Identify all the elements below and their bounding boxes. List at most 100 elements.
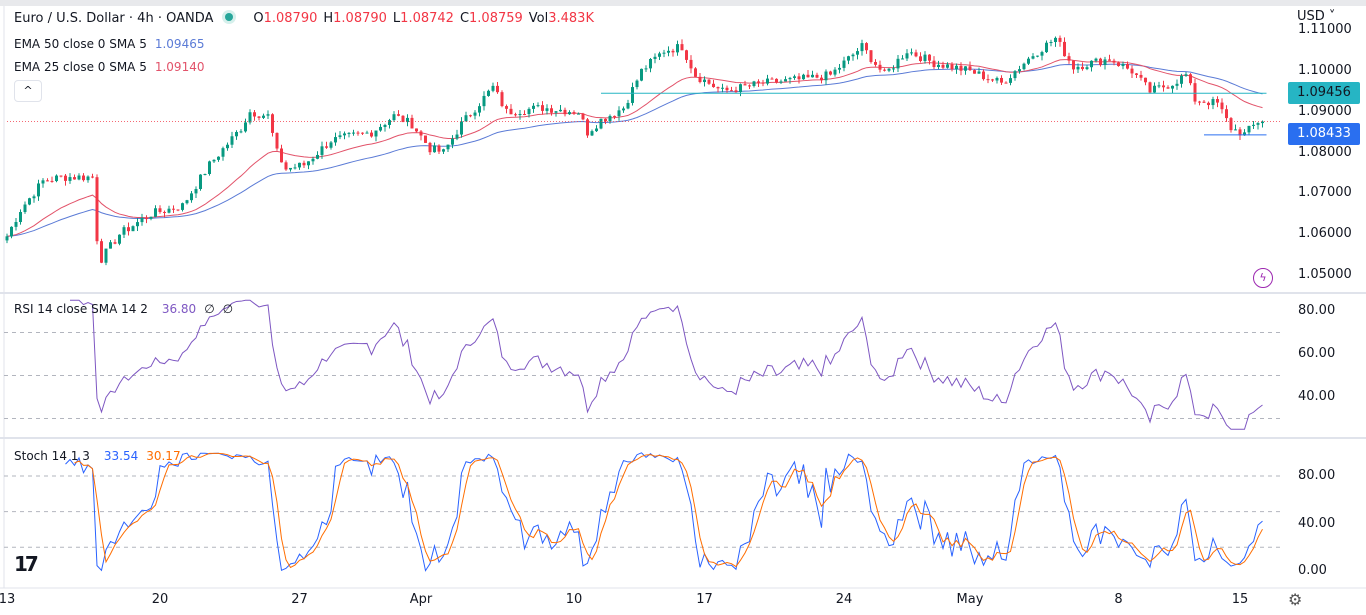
candle-body bbox=[905, 53, 909, 59]
candle-body bbox=[158, 208, 162, 212]
candle-body bbox=[815, 74, 819, 78]
lightning-icon[interactable]: ϟ bbox=[1253, 268, 1273, 288]
candle-body bbox=[280, 148, 283, 163]
candle-body bbox=[473, 112, 477, 116]
price-tick: 1.06000 bbox=[1298, 226, 1352, 242]
candle-body bbox=[1018, 69, 1021, 72]
candle-body bbox=[604, 118, 607, 122]
candle-body bbox=[235, 131, 238, 137]
candle-body bbox=[1252, 124, 1255, 126]
candle-body bbox=[1238, 129, 1242, 136]
currency-selector[interactable]: USD ˅ bbox=[1297, 9, 1336, 24]
market-open-icon bbox=[225, 13, 234, 21]
candle-body bbox=[995, 77, 999, 81]
ema50-legend[interactable]: EMA 50 close 0 SMA 5 1.09465 bbox=[14, 37, 205, 51]
candle-body bbox=[608, 115, 612, 122]
candle-body bbox=[383, 124, 387, 127]
candle-body bbox=[1072, 60, 1075, 70]
stoch-legend[interactable]: Stoch 14 1 3 33.54 30.17 bbox=[14, 449, 181, 463]
candle-body bbox=[869, 50, 873, 62]
candle-body bbox=[217, 156, 220, 160]
candle-body bbox=[1112, 60, 1116, 63]
candle-body bbox=[667, 50, 670, 53]
time-tick: Apr bbox=[409, 592, 433, 607]
candle-body bbox=[1144, 77, 1147, 83]
candle-body bbox=[361, 132, 364, 134]
price-tick: 1.07000 bbox=[1298, 185, 1352, 201]
candle-body bbox=[1207, 102, 1210, 106]
stoch-tick: 40.00 bbox=[1298, 515, 1336, 531]
candle-body bbox=[743, 84, 747, 86]
candle-body bbox=[289, 167, 292, 170]
candle-body bbox=[1058, 37, 1062, 42]
candle-body bbox=[239, 131, 243, 133]
candle-body bbox=[496, 85, 499, 93]
candle-body bbox=[1180, 75, 1183, 84]
candle-body bbox=[586, 119, 589, 136]
candle-body bbox=[100, 241, 103, 263]
candle-body bbox=[914, 52, 918, 57]
candle-body bbox=[131, 226, 135, 232]
candle-body bbox=[991, 79, 994, 81]
candle-body bbox=[878, 64, 882, 70]
candle-body bbox=[433, 145, 436, 153]
candle-body bbox=[68, 177, 72, 181]
candle-body bbox=[734, 90, 738, 93]
candle-body bbox=[856, 51, 859, 55]
candle-body bbox=[1099, 58, 1102, 66]
candle-body bbox=[1166, 87, 1170, 89]
candle-body bbox=[46, 180, 49, 182]
candle-body bbox=[649, 58, 652, 69]
candle-body bbox=[190, 193, 193, 201]
candle-body bbox=[1256, 123, 1260, 125]
time-tick: 15 bbox=[1231, 592, 1249, 607]
candle-body bbox=[829, 71, 832, 75]
candle-body bbox=[73, 177, 76, 180]
candle-body bbox=[721, 87, 724, 89]
candle-body bbox=[982, 71, 985, 80]
candle-body bbox=[374, 130, 378, 137]
candle-body bbox=[212, 159, 216, 162]
candle-body bbox=[514, 114, 517, 116]
candle-body bbox=[874, 61, 877, 65]
candle-body bbox=[203, 173, 207, 175]
candle-body bbox=[725, 87, 729, 91]
candle-body bbox=[1090, 60, 1093, 68]
symbol-title[interactable]: Euro / U.S. Dollar · 4h · OANDA bbox=[14, 11, 214, 26]
settings-gear-icon[interactable]: ⚙ bbox=[1288, 590, 1303, 609]
candle-body bbox=[563, 109, 567, 115]
candle-body bbox=[491, 85, 495, 91]
candle-body bbox=[775, 78, 778, 83]
candle-body bbox=[761, 82, 765, 84]
candle-body bbox=[797, 76, 801, 80]
time-tick: 8 bbox=[1114, 592, 1123, 607]
candle-body bbox=[172, 208, 175, 210]
collapse-legend-button[interactable]: ^ bbox=[14, 80, 42, 102]
candle-body bbox=[1022, 63, 1026, 70]
candle-body bbox=[136, 222, 139, 227]
candle-body bbox=[1175, 83, 1179, 86]
candle-body bbox=[599, 118, 603, 129]
candle-body bbox=[82, 175, 85, 181]
price-tick: 1.08000 bbox=[1298, 144, 1352, 160]
tradingview-logo[interactable]: 17 bbox=[14, 552, 39, 576]
price-tick: 1.05000 bbox=[1298, 267, 1352, 282]
candle-body bbox=[977, 71, 981, 74]
candle-body bbox=[883, 69, 886, 71]
ema25-legend[interactable]: EMA 25 close 0 SMA 5 1.09140 bbox=[14, 60, 205, 74]
candle-body bbox=[482, 95, 486, 107]
candle-body bbox=[1130, 68, 1134, 74]
time-tick: May bbox=[956, 592, 984, 607]
rsi-legend[interactable]: RSI 14 close SMA 14 2 36.80 ∅ ∅ bbox=[14, 302, 234, 316]
candle-body bbox=[1162, 85, 1165, 88]
candle-body bbox=[284, 162, 288, 170]
time-tick: 20 bbox=[151, 592, 169, 607]
candle-body bbox=[1157, 85, 1161, 87]
candle-body bbox=[541, 105, 544, 111]
candle-body bbox=[860, 43, 864, 52]
candle-body bbox=[532, 105, 535, 109]
candle-body bbox=[437, 145, 441, 152]
candle-body bbox=[923, 54, 927, 62]
